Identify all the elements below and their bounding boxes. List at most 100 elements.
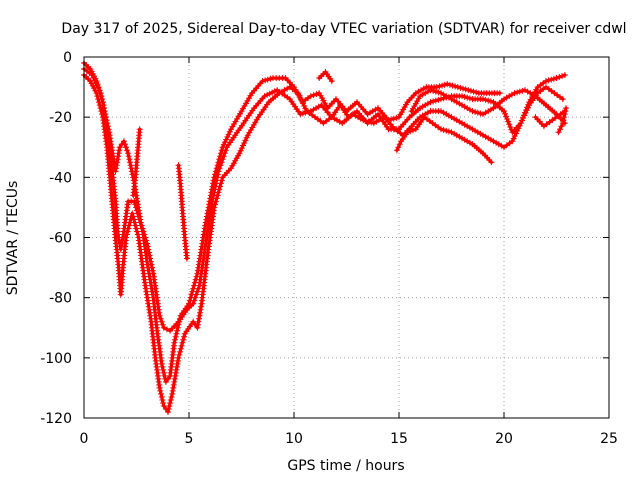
- data-point: [446, 81, 453, 88]
- data-point: [165, 375, 171, 382]
- data-point: [172, 336, 178, 343]
- data-point: [178, 342, 185, 349]
- data-point: [142, 234, 149, 241]
- data-point: [533, 86, 540, 93]
- data-point: [259, 78, 266, 85]
- data-point: [445, 128, 452, 135]
- data-series: [408, 87, 568, 127]
- data-point: [558, 123, 565, 130]
- data-point: [430, 98, 437, 105]
- data-point: [496, 90, 503, 97]
- data-point: [180, 336, 187, 343]
- data-point: [411, 103, 418, 110]
- data-point: [305, 108, 312, 115]
- data-point: [396, 141, 403, 148]
- data-point: [561, 72, 568, 79]
- data-point: [506, 121, 513, 128]
- data-point: [511, 133, 518, 140]
- data-point: [521, 112, 528, 119]
- data-point: [195, 315, 202, 322]
- data-point: [430, 87, 437, 94]
- data-point: [264, 91, 271, 98]
- data-point: [390, 115, 397, 122]
- data-point: [212, 180, 219, 187]
- data-point: [553, 75, 560, 82]
- data-point: [474, 109, 481, 116]
- data-point: [470, 88, 477, 95]
- data-point: [147, 258, 154, 265]
- data-point: [190, 300, 197, 307]
- data-series: [175, 162, 190, 262]
- data-point: [560, 117, 567, 124]
- data-point: [160, 366, 167, 373]
- data-point: [160, 369, 167, 376]
- data-point: [317, 92, 324, 99]
- data-point: [168, 393, 175, 400]
- data-point: [194, 324, 201, 331]
- data-point: [441, 81, 448, 88]
- data-point: [125, 150, 132, 157]
- data-point: [99, 99, 106, 106]
- x-axis-label: GPS time / hours: [287, 458, 404, 474]
- data-point: [139, 225, 146, 232]
- y-tick-label: -80: [49, 291, 72, 307]
- data-point: [100, 102, 107, 109]
- data-point: [561, 114, 568, 121]
- data-point: [163, 326, 170, 333]
- data-point: [310, 92, 317, 99]
- data-point: [469, 108, 476, 115]
- data-point: [159, 363, 166, 370]
- data-point: [511, 90, 518, 97]
- data-point: [432, 88, 439, 95]
- data-point: [218, 177, 225, 184]
- data-point: [222, 139, 228, 146]
- data-point: [210, 192, 217, 199]
- data-point: [102, 111, 109, 118]
- tick-layer: 0 5 10 15 20 25 0 -20 -40 -60 -80 -100 -120: [40, 50, 618, 447]
- data-point: [156, 384, 163, 391]
- data-point: [561, 111, 568, 118]
- data-point: [172, 333, 179, 340]
- data-point: [131, 219, 138, 226]
- y-tick-label: -40: [49, 170, 72, 186]
- data-point: [194, 288, 201, 295]
- data-point: [517, 120, 524, 127]
- data-point: [438, 96, 444, 103]
- data-point: [439, 82, 446, 89]
- data-point: [395, 144, 402, 151]
- data-point: [473, 89, 480, 96]
- data-point: [166, 402, 173, 409]
- data-point: [525, 104, 531, 111]
- data-point: [220, 153, 227, 160]
- x-tick-label: 5: [185, 431, 194, 447]
- data-point: [397, 111, 404, 118]
- data-point: [171, 375, 178, 382]
- data-point: [410, 127, 416, 134]
- data-point: [112, 168, 119, 175]
- data-point: [271, 88, 278, 95]
- data-point: [198, 303, 205, 310]
- chart-title: Day 317 of 2025, Sidereal Day-to-day VTE…: [61, 21, 626, 37]
- data-point: [297, 95, 304, 102]
- data-point: [210, 189, 217, 196]
- data-point: [148, 261, 155, 268]
- data-point: [102, 114, 109, 121]
- data-point: [127, 162, 134, 169]
- data-point: [149, 267, 156, 274]
- data-point: [221, 150, 228, 157]
- data-point: [157, 387, 164, 394]
- data-point: [509, 138, 516, 145]
- data-point: [233, 155, 240, 162]
- data-series: [130, 126, 143, 199]
- data-point: [242, 137, 249, 144]
- data-point: [449, 82, 456, 89]
- data-point: [224, 133, 231, 140]
- data-point: [160, 324, 167, 331]
- data-point: [132, 222, 139, 229]
- data-point: [144, 243, 151, 250]
- data-point: [113, 162, 120, 169]
- data-point: [190, 285, 197, 292]
- data-point: [460, 85, 467, 92]
- data-point: [95, 84, 102, 91]
- data-point: [319, 95, 325, 102]
